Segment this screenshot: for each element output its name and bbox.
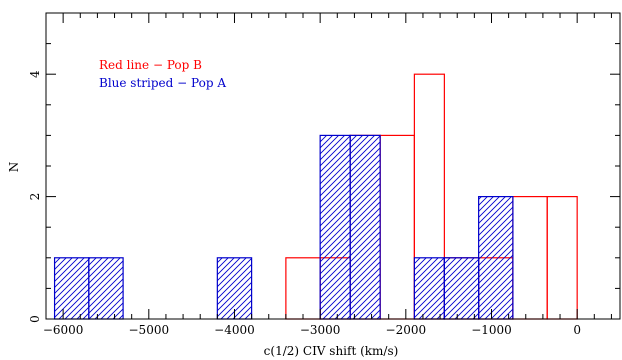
- pop-b-bar: [546, 196, 578, 320]
- x-tick-label: −6000: [43, 323, 84, 337]
- y-tick-label: 2: [28, 193, 42, 201]
- pop-a-bar: [443, 257, 480, 320]
- x-tick-labels: −6000 −5000 −4000 −3000 −2000 −1000 0: [43, 323, 581, 337]
- y-tick-labels: 0 2 4: [28, 70, 42, 323]
- pop-b-bar: [379, 134, 415, 320]
- pop-a-bar: [478, 196, 514, 320]
- y-axis-label: N: [7, 162, 21, 173]
- x-tick-label: 0: [573, 323, 581, 337]
- pop-a-bar: [88, 257, 124, 320]
- x-tick-label: −1000: [471, 323, 512, 337]
- pop-a-bar: [349, 134, 381, 320]
- pop-a-bar: [319, 134, 351, 320]
- pop-b-bar: [285, 257, 321, 320]
- pop-a-bars: [53, 134, 514, 320]
- pop-a-bar: [53, 257, 90, 320]
- x-axis-label: c(1/2) CIV shift (km/s): [264, 344, 399, 358]
- y-tick-label: 0: [28, 315, 42, 323]
- x-tick-label: −3000: [300, 323, 341, 337]
- x-tick-label: −2000: [386, 323, 427, 337]
- legend-pop-b: Red line − Pop B: [99, 58, 202, 72]
- axis-ticks: [46, 12, 620, 320]
- pop-a-bar: [413, 257, 445, 320]
- pop-b-bar: [512, 196, 548, 320]
- y-tick-label: 4: [28, 70, 42, 78]
- legend-pop-a: Blue striped − Pop A: [99, 76, 226, 90]
- x-tick-label: −4000: [214, 323, 255, 337]
- x-tick-label: −5000: [129, 323, 170, 337]
